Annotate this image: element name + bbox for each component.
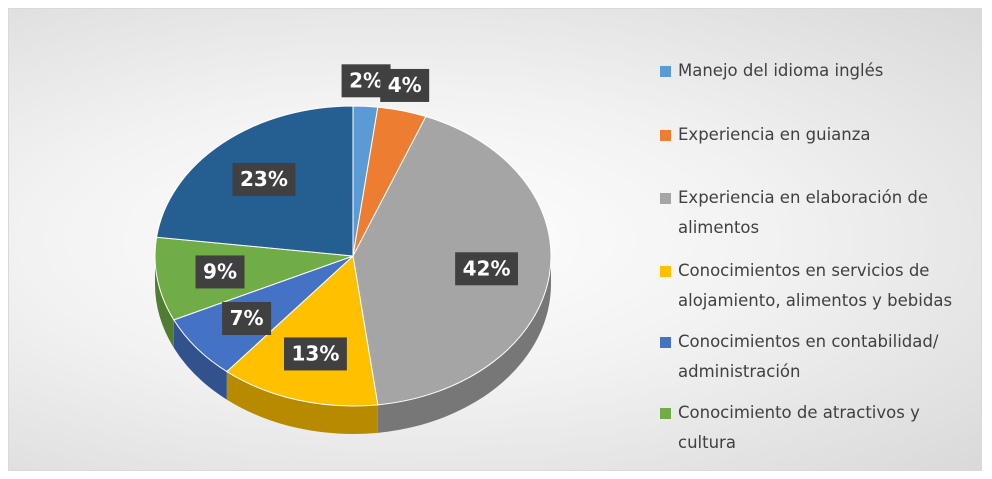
- legend-item: Conocimientos en contabilidad/ administr…: [660, 327, 978, 387]
- legend-item: Experiencia en elaboración de alimentos: [660, 183, 978, 243]
- legend-swatch: [660, 266, 671, 277]
- pie-side: [226, 371, 378, 434]
- data-label: 4%: [380, 68, 430, 102]
- data-label-box: [283, 337, 347, 371]
- data-label-text: 23%: [240, 167, 288, 191]
- data-label: 23%: [232, 162, 296, 196]
- data-label: 7%: [222, 302, 272, 336]
- data-label: 9%: [195, 255, 245, 289]
- legend-item: Experiencia en guianza: [660, 120, 978, 150]
- pie-slice: [352, 115, 552, 406]
- legend-label: Conocimientos en servicios de alojamient…: [678, 261, 953, 310]
- data-label-text: 4%: [388, 73, 422, 97]
- legend-label: Conocimientos en contabilidad/ administr…: [678, 332, 939, 381]
- legend-swatch: [660, 337, 671, 348]
- legend-label: Manejo del idioma inglés: [678, 61, 884, 80]
- legend-label: Experiencia en guianza: [678, 125, 871, 144]
- data-label-box: [222, 302, 272, 336]
- legend-item: Conocimiento de atractivos y cultura: [660, 398, 978, 458]
- legend-label: Conocimiento de atractivos y cultura: [678, 403, 920, 452]
- legend-item: Manejo del idioma inglés: [660, 56, 978, 86]
- legend-item: Conocimientos en servicios de alojamient…: [660, 256, 978, 316]
- data-label-text: 13%: [291, 341, 339, 365]
- legend-swatch: [660, 130, 671, 141]
- data-label-text: 42%: [463, 256, 511, 280]
- data-label-text: 7%: [230, 306, 264, 330]
- legend-label: Experiencia en elaboración de alimentos: [678, 188, 929, 237]
- data-label-text: 9%: [203, 259, 237, 283]
- legend-swatch: [660, 408, 671, 419]
- data-label-text: 2%: [349, 68, 383, 92]
- data-label: 13%: [283, 337, 347, 371]
- legend-swatch: [660, 193, 671, 204]
- pie-side: [377, 256, 551, 433]
- data-label-box: [195, 255, 245, 289]
- data-label-box: [380, 68, 430, 102]
- data-label-box: [232, 162, 296, 196]
- pie-side: [173, 319, 227, 400]
- data-label-box: [455, 252, 519, 286]
- legend-swatch: [660, 66, 671, 77]
- data-label: 42%: [455, 252, 519, 286]
